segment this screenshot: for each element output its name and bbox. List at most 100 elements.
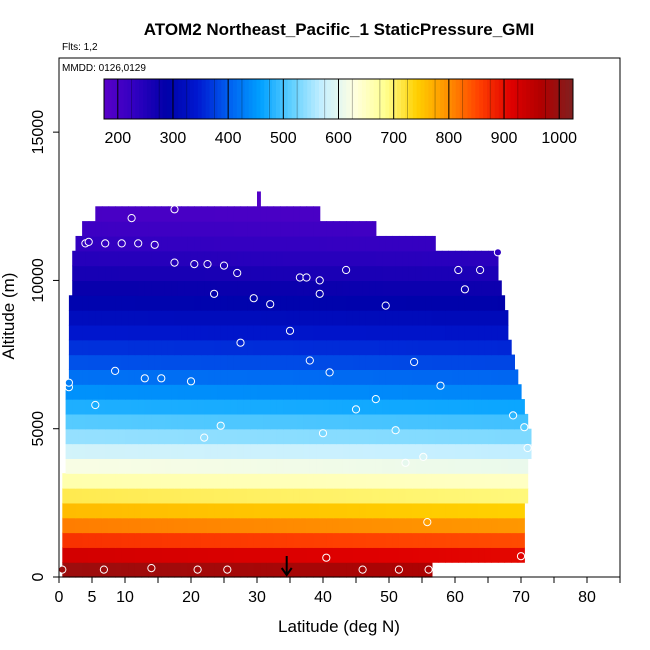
- model-cell: [101, 354, 110, 370]
- model-cell: [326, 354, 334, 370]
- model-cell: [306, 221, 314, 237]
- model-cell: [151, 384, 159, 400]
- model-cell: [458, 488, 466, 504]
- model-cell: [118, 458, 126, 474]
- model-cell: [471, 532, 479, 548]
- model-cell: [98, 413, 106, 430]
- model-cell: [356, 428, 364, 445]
- model-cell: [293, 488, 301, 504]
- colorbar-swatch: [514, 79, 519, 119]
- model-cell: [451, 488, 459, 504]
- model-cell: [207, 517, 215, 534]
- y-tick-label: 0: [30, 572, 47, 581]
- model-cell: [257, 280, 265, 296]
- model-cell: [210, 384, 218, 400]
- model-cell: [316, 413, 324, 430]
- x-tick-label: 50: [380, 589, 398, 606]
- model-cell: [451, 369, 459, 385]
- model-cell: [164, 384, 172, 400]
- model-cell: [200, 473, 209, 489]
- model-cell: [352, 221, 360, 237]
- model-cell: [227, 547, 235, 563]
- model-cell: [323, 443, 331, 459]
- x-tick-label: 0: [55, 589, 64, 606]
- model-cell: [194, 339, 202, 356]
- colorbar-swatch: [236, 79, 242, 119]
- model-cell: [346, 562, 354, 578]
- colorbar-swatch: [334, 79, 339, 119]
- model-cell: [303, 280, 311, 296]
- model-cell: [412, 324, 420, 341]
- model-cell: [154, 295, 162, 311]
- model-cell: [158, 443, 166, 459]
- model-cell: [98, 280, 106, 296]
- colorbar-swatch: [498, 79, 504, 119]
- model-cell: [220, 339, 228, 356]
- colorbar-swatch: [213, 79, 218, 119]
- model-cell: [313, 324, 321, 341]
- model-cell: [349, 384, 357, 400]
- colorbar-swatch: [162, 79, 168, 119]
- model-cell: [385, 532, 393, 548]
- model-cell: [372, 354, 380, 370]
- model-cell: [362, 384, 370, 400]
- model-cell: [134, 221, 143, 237]
- plot-frame: [58, 57, 621, 578]
- model-cell: [299, 206, 308, 222]
- model-cell: [214, 473, 222, 489]
- model-cell: [365, 295, 374, 311]
- model-cell: [405, 517, 413, 534]
- model-cell: [148, 295, 156, 311]
- model-cell: [455, 384, 463, 400]
- model-cell: [263, 250, 271, 267]
- model-cell: [144, 384, 152, 400]
- model-cell: [233, 235, 242, 252]
- model-cell: [194, 532, 202, 548]
- model-cell: [85, 384, 93, 400]
- model-cell: [398, 235, 407, 252]
- model-cell: [128, 354, 136, 370]
- colorbar-swatch: [537, 79, 543, 119]
- model-cell: [313, 354, 321, 370]
- model-cell: [356, 384, 364, 400]
- colorbar-swatch: [412, 79, 418, 119]
- model-cell: [85, 265, 93, 282]
- model-cell: [365, 502, 374, 519]
- model-cell: [154, 324, 162, 341]
- model-cell: [220, 488, 228, 504]
- model-cell: [293, 369, 301, 385]
- model-cell: [398, 339, 407, 356]
- model-cell: [253, 562, 261, 578]
- model-cell: [88, 295, 96, 311]
- colorbar-swatch: [369, 79, 375, 119]
- model-cell: [412, 532, 420, 548]
- model-cell: [247, 339, 255, 356]
- model-cell: [141, 339, 149, 356]
- observation-point: [236, 338, 245, 347]
- model-cell: [65, 443, 73, 459]
- model-cell: [323, 458, 331, 474]
- model-cell: [181, 339, 189, 356]
- model-cell: [339, 517, 347, 534]
- model-cell: [82, 310, 90, 326]
- model-cell: [293, 324, 301, 341]
- model-cell: [68, 324, 77, 341]
- model-cell: [389, 413, 397, 430]
- model-cell: [144, 265, 152, 282]
- model-cell: [121, 502, 129, 519]
- model-cell: [68, 517, 77, 534]
- model-cell: [181, 324, 189, 341]
- model-cell: [408, 265, 416, 282]
- model-cell: [95, 310, 103, 326]
- model-cell: [125, 384, 133, 400]
- model-cell: [375, 280, 383, 296]
- model-cell: [372, 502, 380, 519]
- model-cell: [369, 265, 377, 282]
- model-cell: [161, 324, 169, 341]
- model-cell: [200, 295, 209, 311]
- model-cell: [171, 443, 179, 459]
- flight-marker: [280, 556, 293, 577]
- model-cell: [461, 443, 469, 459]
- model-cell: [181, 295, 189, 311]
- model-cell: [405, 235, 413, 252]
